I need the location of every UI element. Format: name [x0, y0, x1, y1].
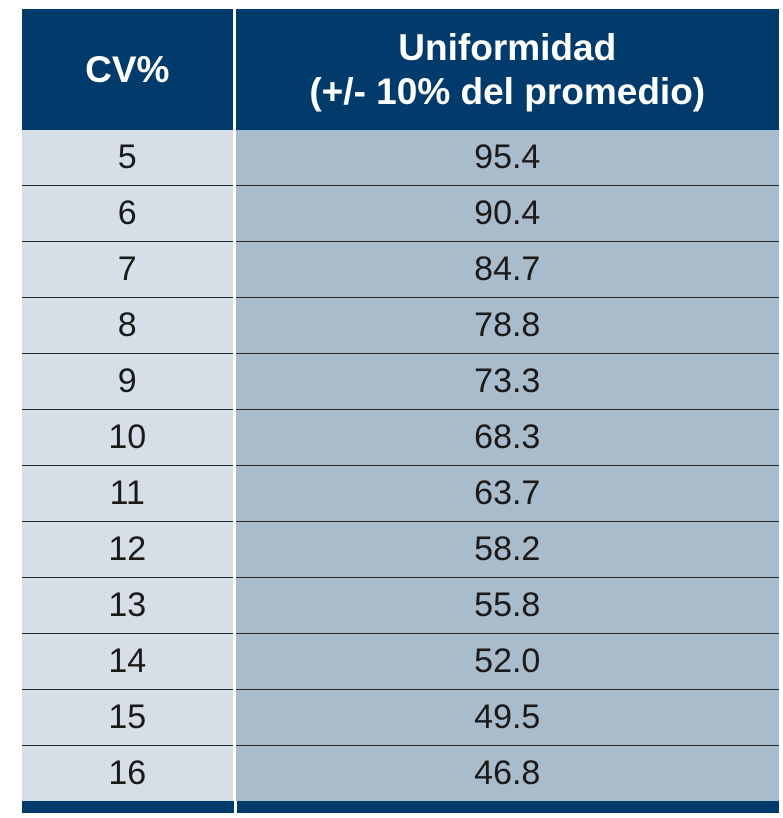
uniformidad-cell: 90.4	[234, 185, 779, 242]
uniformidad-cell: 78.8	[234, 297, 779, 354]
table-row: 5 95.4	[22, 130, 779, 186]
table-body: 5 95.4 6 90.4 7 84.7 8 78.8 9 73.3 10 68.3 11 63.7 12 5…	[22, 130, 779, 801]
uniformidad-cell: 52.0	[234, 633, 779, 690]
header-cv-label: CV%	[85, 48, 170, 90]
uniformidad-cell: 63.7	[234, 465, 779, 522]
header-uniformidad-line1: Uniformidad	[398, 26, 617, 68]
table-row: 13 55.8	[22, 577, 779, 634]
cv-cell: 6	[22, 185, 236, 242]
cv-cell: 13	[22, 577, 236, 634]
table-row: 10 68.3	[22, 409, 779, 466]
uniformidad-cell: 95.4	[234, 130, 779, 186]
table-row: 16 46.8	[22, 745, 779, 801]
uniformidad-cell: 84.7	[234, 241, 779, 298]
cv-uniformity-table: CV% Uniformidad (+/- 10% del promedio) 5…	[22, 9, 779, 801]
cv-cell: 9	[22, 353, 236, 410]
header-uniformidad-line2: (+/- 10% del promedio)	[309, 70, 706, 112]
cv-cell: 5	[22, 130, 236, 186]
header-row: CV% Uniformidad (+/- 10% del promedio)	[22, 9, 779, 130]
table-row: 14 52.0	[22, 633, 779, 690]
cv-cell: 10	[22, 409, 236, 466]
uniformidad-cell: 73.3	[234, 353, 779, 410]
header-uniformidad: Uniformidad (+/- 10% del promedio)	[234, 9, 779, 130]
table-row: 15 49.5	[22, 689, 779, 746]
table-row: 8 78.8	[22, 297, 779, 354]
uniformidad-cell: 68.3	[234, 409, 779, 466]
table-footer-bar	[22, 801, 779, 813]
uniformidad-cell: 49.5	[234, 689, 779, 746]
cv-cell: 8	[22, 297, 236, 354]
footer-bar-divider	[234, 801, 237, 813]
uniformidad-cell: 55.8	[234, 577, 779, 634]
cv-cell: 16	[22, 745, 236, 801]
cv-cell: 14	[22, 633, 236, 690]
cv-cell: 12	[22, 521, 236, 578]
data-table-container: CV% Uniformidad (+/- 10% del promedio) 5…	[22, 9, 779, 813]
table-row: 11 63.7	[22, 465, 779, 522]
uniformidad-cell: 58.2	[234, 521, 779, 578]
cv-cell: 11	[22, 465, 236, 522]
cv-cell: 7	[22, 241, 236, 298]
header-cv: CV%	[22, 9, 236, 130]
table-header: CV% Uniformidad (+/- 10% del promedio)	[22, 9, 779, 130]
table-row: 9 73.3	[22, 353, 779, 410]
table-row: 12 58.2	[22, 521, 779, 578]
table-row: 7 84.7	[22, 241, 779, 298]
table-row: 6 90.4	[22, 185, 779, 242]
uniformidad-cell: 46.8	[234, 745, 779, 801]
cv-cell: 15	[22, 689, 236, 746]
